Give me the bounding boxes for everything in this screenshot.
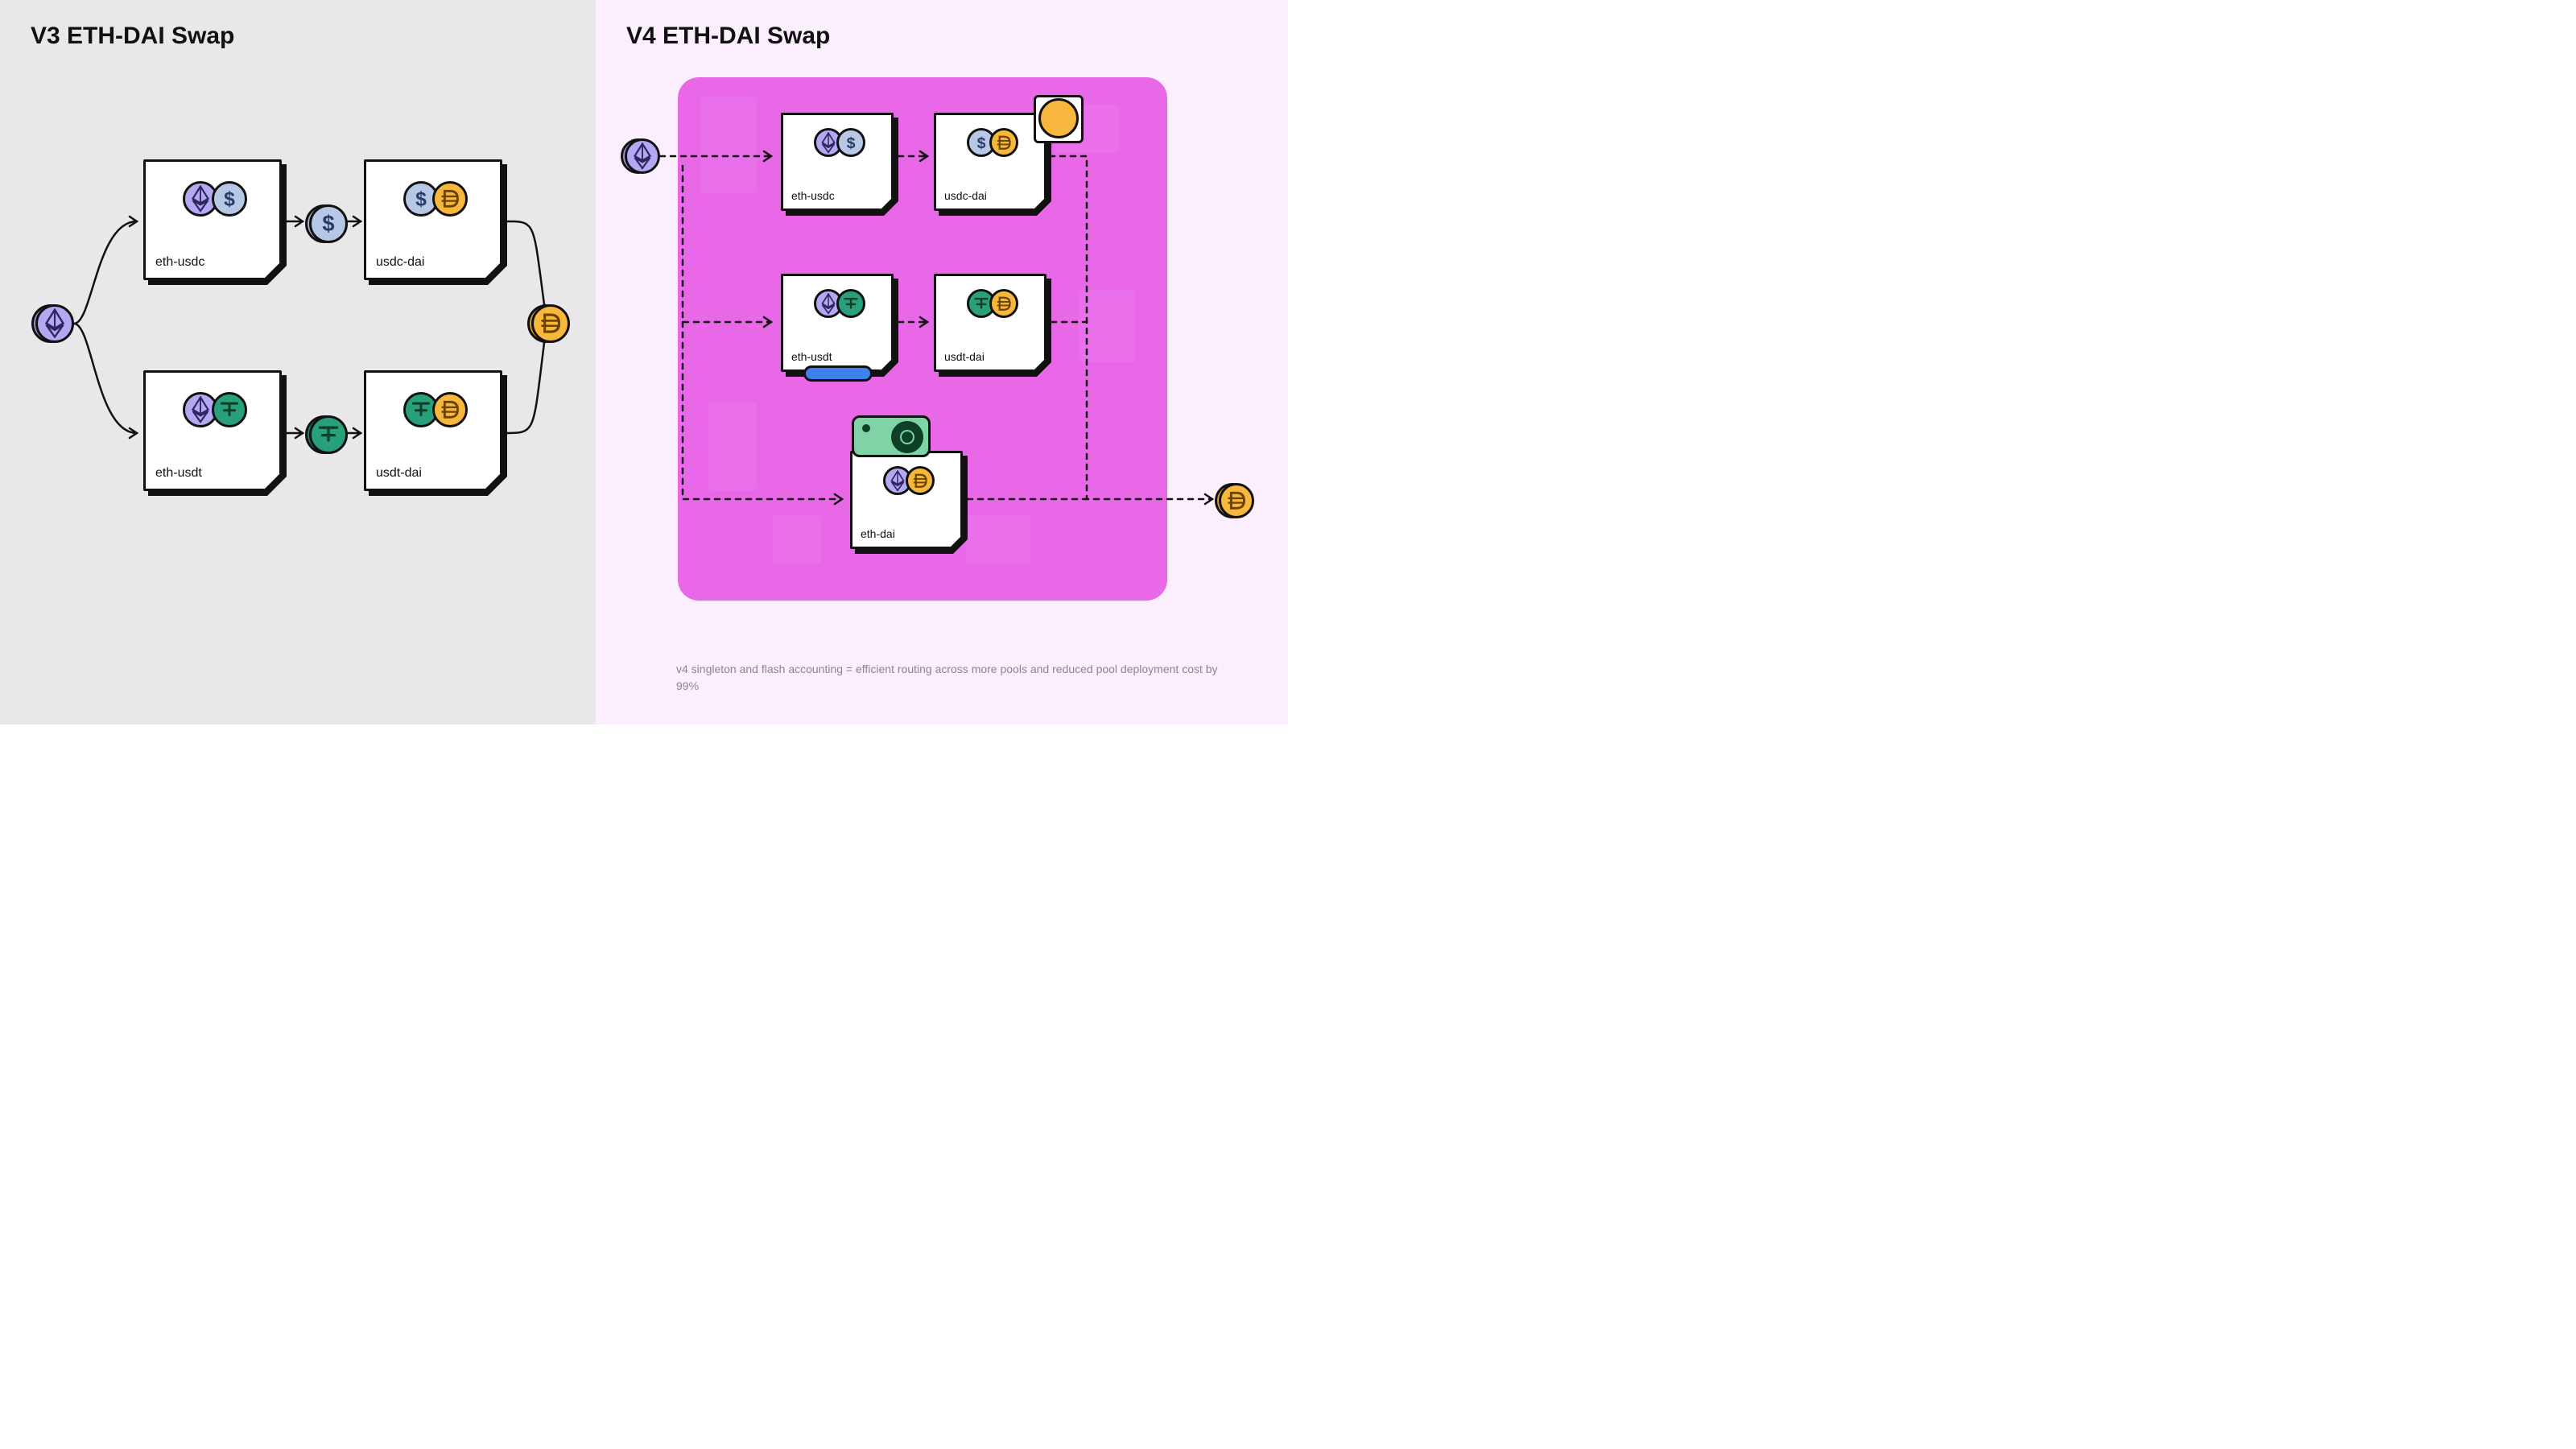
singleton-bg-chip [966, 515, 1030, 564]
usdc-coin-icon: $ [212, 181, 247, 217]
svg-text:$: $ [224, 189, 235, 211]
v4-caption: v4 singleton and flash accounting = effi… [676, 661, 1240, 694]
pool-label: usdt-dai [376, 466, 422, 481]
usdt-coin-icon [836, 289, 865, 318]
svg-text:$: $ [847, 134, 856, 152]
pool-eth-usdc: eth-usdc $ [143, 159, 282, 280]
dai-coin-icon [989, 128, 1018, 157]
dai-coin-icon [432, 392, 468, 427]
eth-token [35, 304, 74, 343]
dai-coin-icon [531, 304, 570, 343]
pool-eth-dai: eth-dai [850, 451, 963, 549]
v3-title: V3 ETH-DAI Swap [31, 23, 234, 50]
pool-label: usdt-dai [944, 350, 985, 363]
usdc-token: $ [309, 204, 348, 243]
pool-eth-usdt: eth-usdt [781, 274, 894, 372]
svg-text:$: $ [322, 211, 334, 236]
dai-coin-icon [432, 181, 468, 217]
singleton-bg-chip [708, 402, 757, 491]
pool-usdc-dai: usdc-dai $ [364, 159, 502, 280]
pool-label: usdc-dai [944, 189, 987, 202]
eth-coin-icon [35, 304, 74, 343]
usdc-coin-icon: $ [836, 128, 865, 157]
dai-coin-icon [1219, 483, 1254, 518]
pool-label: eth-usdt [791, 350, 832, 363]
pool-label: eth-usdt [155, 466, 202, 481]
dai-coin-icon [989, 289, 1018, 318]
hook-blue-pill-icon [803, 365, 873, 382]
usdt-token [309, 415, 348, 454]
eth-coin-icon [625, 138, 660, 174]
pool-usdt-dai: usdt-dai [364, 370, 502, 491]
v4-panel: V4 ETH-DAI Swap v4 singleton and flash a… [596, 0, 1288, 724]
pool-label: eth-dai [861, 527, 895, 540]
hook-radar-icon [852, 415, 931, 457]
dai-token [531, 304, 570, 343]
dai-token [1219, 483, 1254, 518]
usdt-coin-icon [309, 415, 348, 454]
svg-text:$: $ [415, 189, 427, 211]
singleton-bg-chip [773, 515, 821, 564]
eth-token [625, 138, 660, 174]
pool-label: usdc-dai [376, 255, 424, 270]
pool-usdc-dai: usdc-dai $ [934, 113, 1046, 211]
svg-text:$: $ [977, 134, 986, 152]
usdc-coin-icon: $ [309, 204, 348, 243]
pool-eth-usdc: eth-usdc $ [781, 113, 894, 211]
pool-eth-usdt: eth-usdt [143, 370, 282, 491]
pool-usdt-dai: usdt-dai [934, 274, 1046, 372]
hook-yellow-disc-icon [1038, 98, 1079, 138]
pool-label: eth-usdc [791, 189, 835, 202]
v3-arrows [0, 0, 596, 724]
pool-label: eth-usdc [155, 255, 204, 270]
singleton-bg-chip [1079, 290, 1135, 362]
v3-panel: V3 ETH-DAI Swap eth-usdc $ usdc-dai $ et… [0, 0, 596, 724]
singleton-bg-chip [700, 97, 757, 193]
v4-title: V4 ETH-DAI Swap [626, 23, 830, 50]
dai-coin-icon [906, 466, 935, 495]
usdt-coin-icon [212, 392, 247, 427]
